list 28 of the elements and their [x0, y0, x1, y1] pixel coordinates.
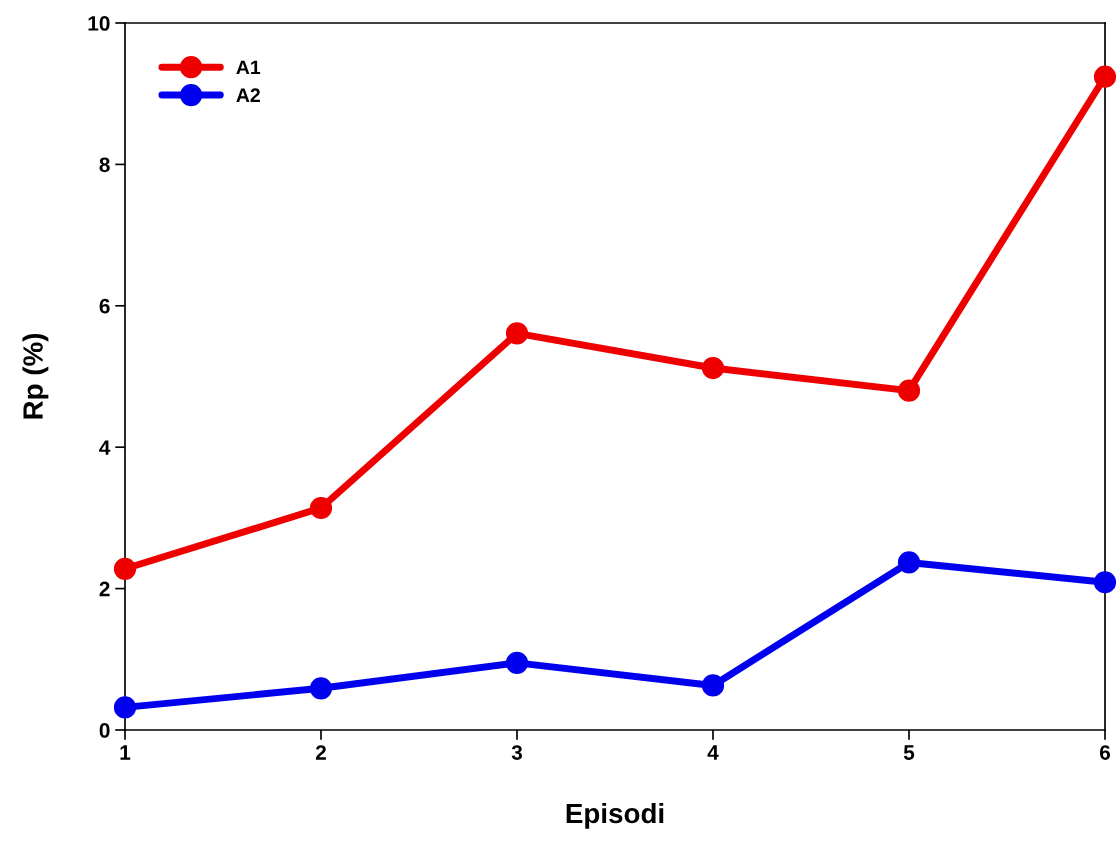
x-tick-label: 6: [1099, 745, 1111, 760]
point: [113, 557, 137, 580]
y-tick-label: 10: [88, 16, 110, 31]
y-tick-label: 0: [99, 723, 110, 738]
y-tick-label: 8: [99, 157, 110, 173]
y-tick-label: 2: [99, 581, 110, 597]
x-axis-title: Episodi: [566, 802, 664, 829]
x-tick-label: 1: [120, 745, 131, 760]
point: [309, 496, 333, 520]
y-tick-label: 4: [99, 440, 111, 455]
point: [1093, 65, 1117, 88]
point: [505, 322, 529, 345]
point: [309, 677, 333, 700]
point: [505, 651, 529, 674]
point: [701, 674, 725, 697]
legend-label: A2: [236, 88, 260, 102]
point: [897, 551, 921, 574]
x-tick-label: 2: [315, 745, 326, 760]
y-axis-title: Rp (%): [22, 333, 49, 419]
point: [897, 379, 921, 402]
point: [701, 356, 725, 380]
legend-label: A1: [236, 60, 261, 75]
y-tick-label: 6: [99, 298, 110, 314]
x-tick-label: 5: [903, 745, 915, 760]
point: [113, 696, 137, 719]
x-tick-label: 3: [511, 745, 523, 760]
point: [1093, 571, 1117, 594]
x-tick-label: 4: [707, 745, 719, 760]
